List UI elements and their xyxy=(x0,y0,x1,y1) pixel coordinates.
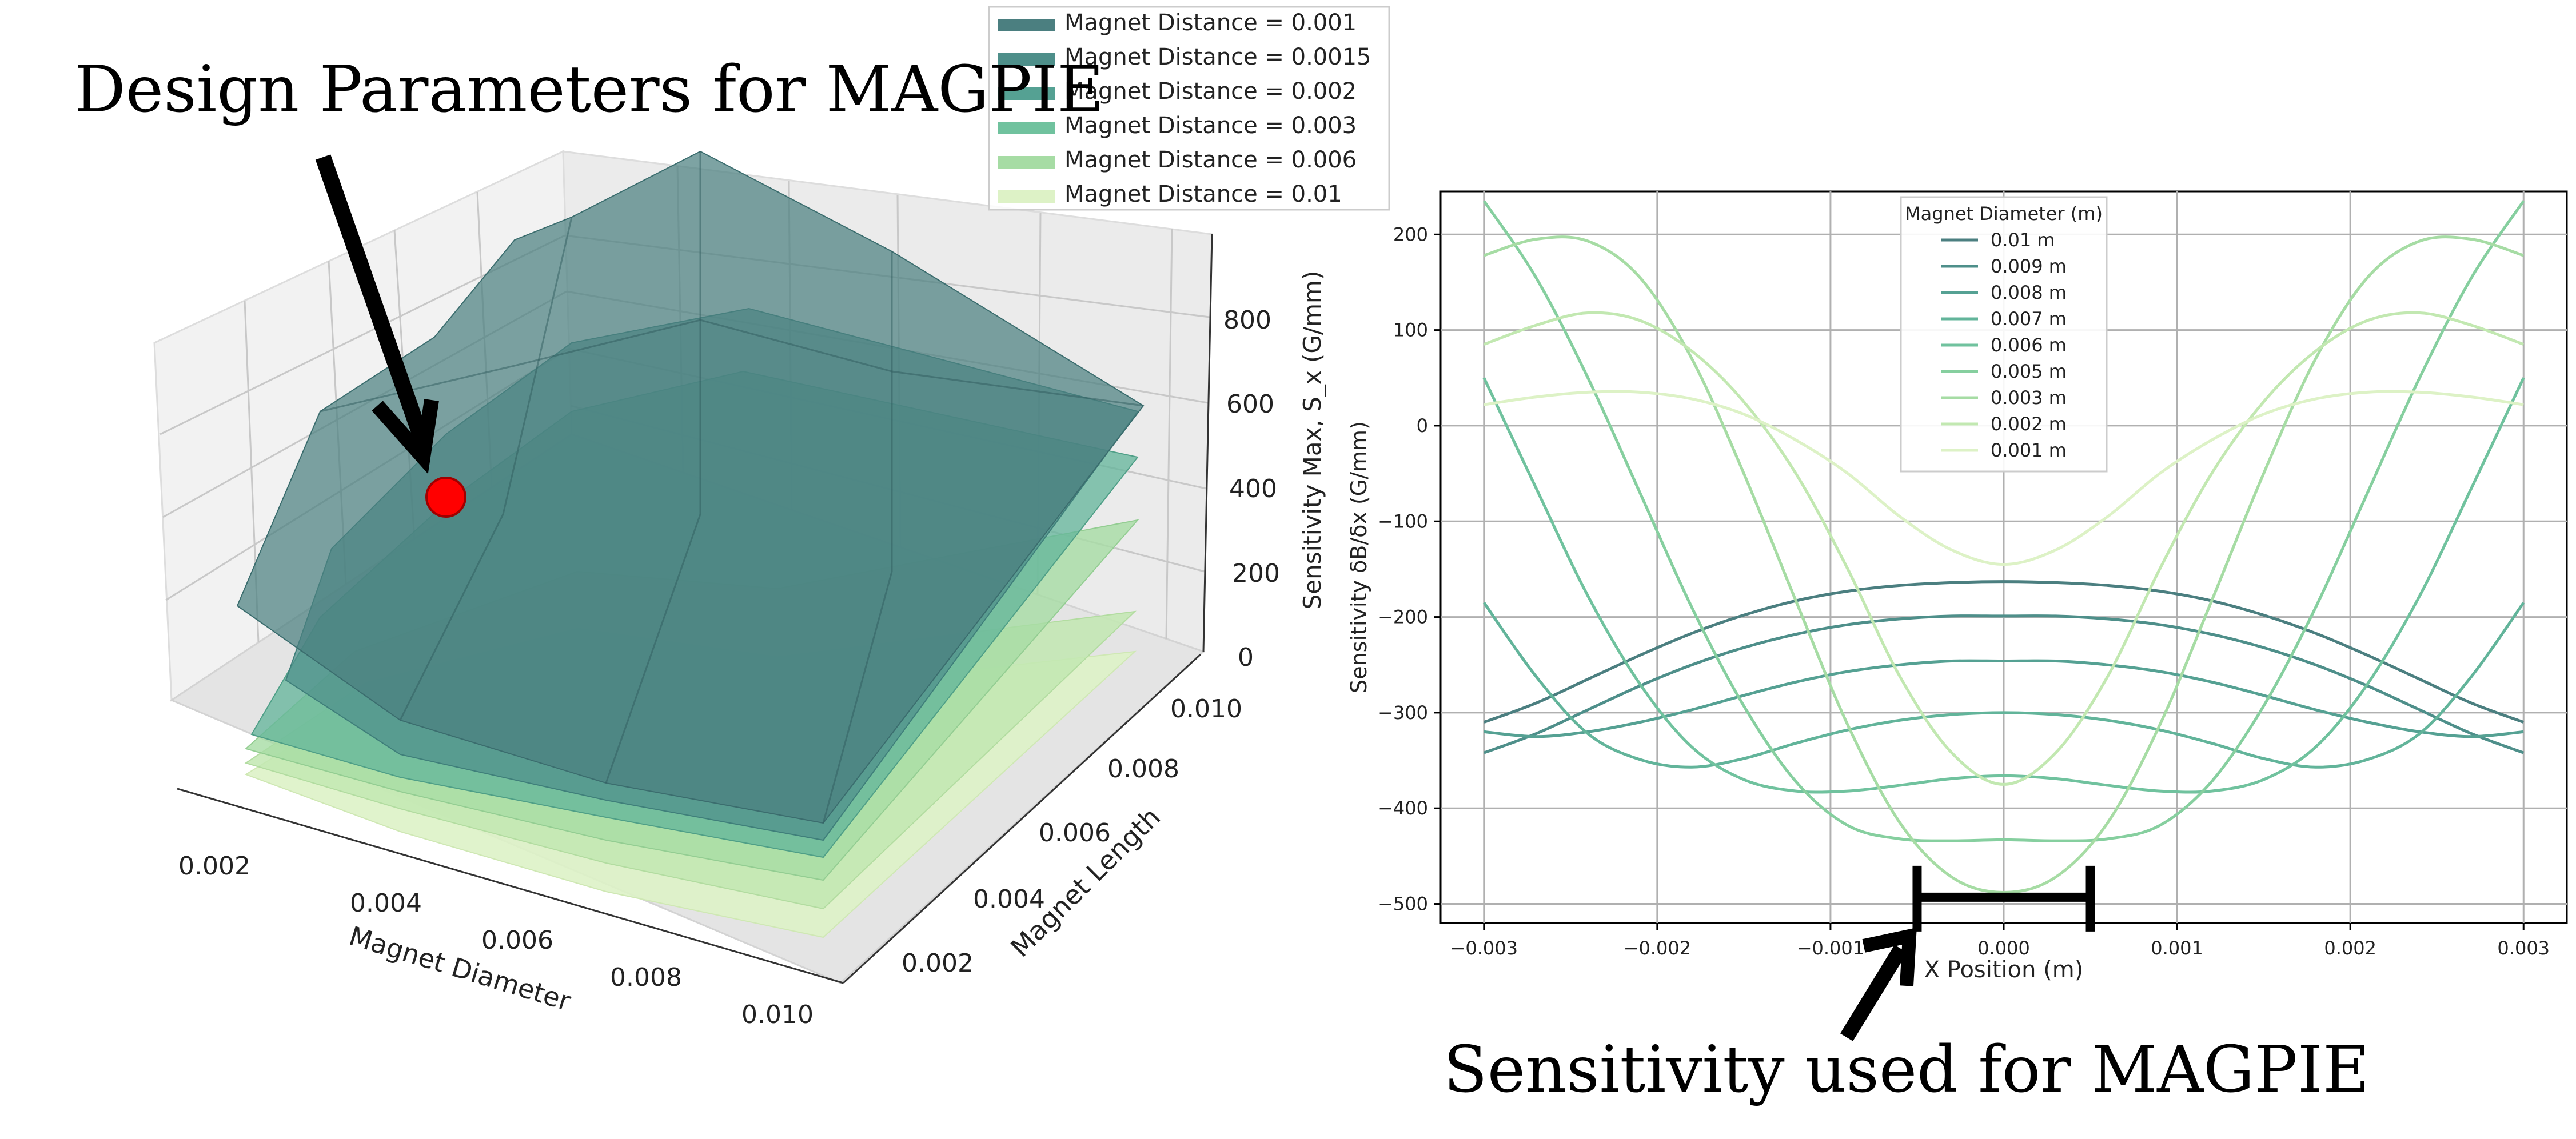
x-tick-label: −0.003 xyxy=(1450,937,1518,959)
x-tick-label: 0.006 xyxy=(481,926,553,955)
legend-entry: 0.001 m xyxy=(1991,439,2067,461)
sensitivity-arrow-shaft xyxy=(1840,945,1908,1041)
z-axis: 0 200 400 600 800 Sensitivity Max, S_x (… xyxy=(1202,234,1326,672)
x-tick-label: 0.004 xyxy=(350,889,422,918)
series-line-0.006-m xyxy=(1482,377,2525,794)
series-line-0.01-m xyxy=(1483,580,2525,724)
series-line-0.009-m xyxy=(1483,614,2525,754)
design-annotation: Design Parameters for MAGPIE xyxy=(74,53,1104,474)
x-tick-label: 0.000 xyxy=(1977,937,2030,959)
x-tick-label: 0.002 xyxy=(2324,937,2376,959)
y-axis-label: Sensitivity δB/δx (G/mm) xyxy=(1346,421,1371,693)
y-tick-label: 0.004 xyxy=(973,885,1045,914)
y-tick-label: 0.002 xyxy=(902,949,974,978)
design-arrow-head xyxy=(372,399,439,474)
legend-entry: 0.01 m xyxy=(1991,229,2055,251)
y-tick-label: −500 xyxy=(1378,893,1428,915)
line-chart: −0.003 −0.002 −0.001 0.000 0.001 0.002 0.003 −5… xyxy=(1346,190,2568,983)
surface-magnet-distance-0.001 xyxy=(236,150,1145,824)
x-tick-label: 0.008 xyxy=(610,963,682,992)
y-tick-label: −300 xyxy=(1378,702,1428,724)
y-tick-label: 0.010 xyxy=(1170,694,1242,724)
legend-entry: 0.006 m xyxy=(1991,334,2067,356)
y-tick-label: 100 xyxy=(1393,319,1428,341)
x-tick-label: 0.001 xyxy=(2151,937,2203,959)
x-tick-label: 0.002 xyxy=(178,852,250,881)
legend-entry: 0.009 m xyxy=(1991,255,2067,277)
x-tick-label: 0.010 xyxy=(741,1000,814,1029)
design-point-marker xyxy=(425,477,466,518)
z-tick-label: 600 xyxy=(1226,390,1274,419)
sensitivity-annotation: Sensitivity used for MAGPIE xyxy=(1443,927,2370,1107)
y-tick-label: −400 xyxy=(1378,797,1428,819)
surface-legend: Magnet Distance = 0.001 Magnet Distance =… xyxy=(988,6,1390,211)
legend-swatch xyxy=(998,53,1055,66)
diameter-legend: Magnet Diameter (m) 0.01 m 0.009 m 0.008 m… xyxy=(1900,196,2108,473)
y-tick-label: 0.008 xyxy=(1107,754,1179,784)
legend-entry: Magnet Distance = 0.0015 xyxy=(1064,44,1371,70)
x-tick-label: −0.002 xyxy=(1624,937,1691,959)
legend-entry: 0.005 m xyxy=(1991,361,2067,382)
series-line-0.002-m xyxy=(1483,311,2525,786)
design-parameters-title: Design Parameters for MAGPIE xyxy=(74,53,1104,127)
legend-entry: Magnet Distance = 0.001 xyxy=(1064,10,1357,36)
legend-entry: 0.007 m xyxy=(1991,308,2067,330)
y-tick-label: −100 xyxy=(1378,510,1428,532)
tick-labels: −0.003 −0.002 −0.001 0.000 0.001 0.002 0.003 −5… xyxy=(1378,223,2550,959)
x-tick-label: 0.003 xyxy=(2497,937,2550,959)
x-tick-label: −0.001 xyxy=(1797,937,1864,959)
z-tick-label: 0 xyxy=(1238,643,1254,672)
z-tick-label: 400 xyxy=(1229,474,1277,503)
z-axis-label: Sensitivity Max, S_x (G/mm) xyxy=(1298,271,1326,610)
sensitivity-title: Sensitivity used for MAGPIE xyxy=(1443,1033,2370,1107)
z-tick-label: 200 xyxy=(1232,559,1280,588)
series-line-0.007-m xyxy=(1482,602,2525,769)
z-tick-label: 800 xyxy=(1223,306,1271,335)
y-tick-label: 0 xyxy=(1417,415,1428,437)
series-line-0.001-m xyxy=(1484,390,2524,566)
series-line-0.003-m xyxy=(1484,235,2524,894)
highlight-bracket xyxy=(1912,865,2095,932)
legend-swatch xyxy=(998,156,1055,169)
series-lines xyxy=(1482,200,2525,894)
y-tick-label: 0.006 xyxy=(1039,818,1111,848)
legend-entry: 0.008 m xyxy=(1991,282,2067,303)
design-arrow-shaft xyxy=(315,154,431,446)
legend-swatch xyxy=(998,19,1055,31)
surface-plot: 0.002 0.004 0.006 0.008 0.010 Magnet Dia… xyxy=(153,6,1390,1029)
legend-swatch xyxy=(998,122,1055,134)
series-line-0.008-m xyxy=(1484,659,2524,738)
legend-entry: Magnet Distance = 0.01 xyxy=(1064,181,1342,207)
legend-entry: Magnet Distance = 0.003 xyxy=(1064,113,1357,139)
legend-title: Magnet Diameter (m) xyxy=(1905,203,2103,225)
series-line-0.005-m xyxy=(1482,200,2525,842)
x-axis-label: X Position (m) xyxy=(1924,957,2084,983)
y-tick-label: −200 xyxy=(1378,606,1428,628)
legend-entry: 0.003 m xyxy=(1991,387,2067,409)
y-tick-label: 200 xyxy=(1393,223,1428,245)
legend-swatch xyxy=(998,87,1055,100)
legend-entry: 0.002 m xyxy=(1991,413,2067,435)
legend-entry: Magnet Distance = 0.006 xyxy=(1064,147,1357,173)
legend-entry: Magnet Distance = 0.002 xyxy=(1064,78,1357,105)
legend-swatch xyxy=(998,190,1055,203)
sensitivity-arrow-head xyxy=(1862,927,1917,986)
